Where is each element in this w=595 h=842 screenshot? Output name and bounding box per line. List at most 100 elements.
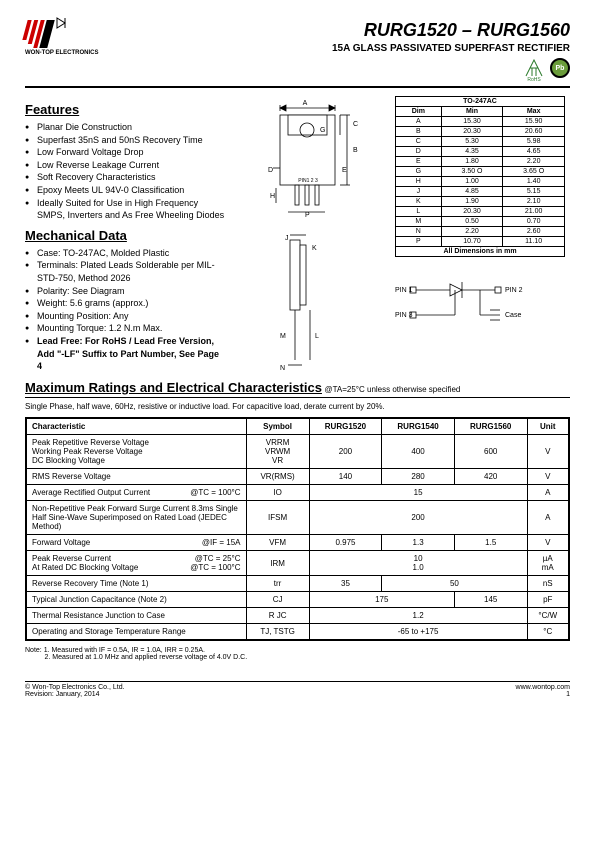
dim-row: C5.305.98 [396,137,565,147]
dim-row: E1.802.20 [396,157,565,167]
feature-item: Superfast 35nS and 50nS Recovery Time [25,134,225,147]
mechanical-item: Terminals: Plated Leads Solderable per M… [25,259,225,284]
spec-header: Unit [527,418,569,435]
note-1: 1. Measured with IF = 0.5A, IR = 1.0A, I… [44,647,205,654]
mechanical-item: Mounting Position: Any [25,310,225,323]
package-drawing-column: A PIN1 2 3 B C D E G H P J [235,96,385,380]
spec-row: Reverse Recovery Time (Note 1)trr3550nS [26,576,569,592]
svg-text:H: H [270,193,275,200]
dim-row: N2.202.60 [396,227,565,237]
svg-text:B: B [353,147,358,154]
footer-left: © Won-Top Electronics Co., Ltd. Revision… [25,684,125,698]
spec-header: RURG1520 [309,418,382,435]
feature-item: Epoxy Meets UL 94V-0 Classification [25,184,225,197]
features-list: Planar Die ConstructionSuperfast 35nS an… [25,121,225,222]
table-notes: Note: 1. Measured with IF = 0.5A, IR = 1… [25,647,570,661]
dim-header: Min [441,107,503,117]
pb-free-icon: Pb [550,58,570,78]
page-footer: © Won-Top Electronics Co., Ltd. Revision… [25,681,570,698]
spec-row: Forward Voltage@IF = 15AVFM0.9751.31.5V [26,535,569,551]
leadfree-note: Lead Free: For RoHS / Lead Free Version,… [25,335,225,373]
case-label: Case [505,312,521,319]
feature-item: Low Forward Voltage Drop [25,146,225,159]
right-column: TO-247AC DimMinMax A15.3015.90B20.3020.6… [395,96,565,380]
svg-text:M: M [280,333,286,340]
spec-row: Peak Reverse Current At Rated DC Blockin… [26,551,569,576]
revision: Revision: January, 2014 [25,691,125,698]
specs-note: Single Phase, half wave, 60Hz, resistive… [25,402,570,411]
mechanical-list: Case: TO-247AC, Molded PlasticTerminals:… [25,247,225,373]
spec-row: Thermal Resistance Junction to CaseR JC1… [26,608,569,624]
svg-text:RoHS: RoHS [527,77,541,82]
copyright: © Won-Top Electronics Co., Ltd. [25,684,125,691]
compliance-badges: RoHS Pb [332,58,570,82]
note-2: 2. Measured at 1.0 MHz and applied rever… [44,654,247,661]
svg-text:L: L [315,333,319,340]
dim-row: P10.7011.10 [396,237,565,247]
package-type-header: TO-247AC [396,97,565,107]
logo-area: WON-TOP ELECTRONICS [25,20,98,56]
rohs-icon: RoHS [522,58,546,82]
dim-row: H1.001.40 [396,177,565,187]
page-number: 1 [516,691,570,698]
feature-item: Low Reverse Leakage Current [25,159,225,172]
svg-text:N: N [280,365,285,372]
footer-right: www.wontop.com 1 [516,684,570,698]
features-title: Features [25,102,225,117]
pin1-label: PIN 1 [395,287,413,294]
specs-table: CharacteristicSymbolRURG1520RURG1540RURG… [25,417,570,641]
dim-row: J4.855.15 [396,187,565,197]
dim-row: M0.500.70 [396,217,565,227]
dim-row: D4.354.65 [396,147,565,157]
mechanical-item: Weight: 5.6 grams (approx.) [25,297,225,310]
package-outline-drawing: A PIN1 2 3 B C D E G H P J [240,100,380,380]
spec-row: Average Rectified Output Current@TC = 10… [26,485,569,501]
company-logo [25,20,69,48]
svg-text:K: K [312,245,317,252]
svg-text:PIN1 2 3: PIN1 2 3 [298,178,318,184]
dim-row: L20.3021.00 [396,207,565,217]
spec-row: RMS Reverse VoltageVR(RMS)140280420V [26,469,569,485]
spec-row: Non-Repetitive Peak Forward Surge Curren… [26,501,569,535]
spec-header: RURG1560 [454,418,527,435]
svg-text:G: G [320,127,325,134]
mechanical-title: Mechanical Data [25,228,225,243]
mechanical-item: Case: TO-247AC, Molded Plastic [25,247,225,260]
feature-item: Planar Die Construction [25,121,225,134]
dimensions-table: TO-247AC DimMinMax A15.3015.90B20.3020.6… [395,96,565,247]
dim-row: A15.3015.90 [396,117,565,127]
pin3-label: PIN 3 [395,312,413,319]
spec-row: Peak Repetitive Reverse Voltage Working … [26,435,569,469]
svg-text:A: A [303,100,308,107]
dim-header: Dim [396,107,442,117]
company-name: WON-TOP ELECTRONICS [25,50,98,56]
svg-text:D: D [268,167,273,174]
left-column: Features Planar Die ConstructionSuperfas… [25,96,225,380]
dim-row: G3.50 O3.65 O [396,167,565,177]
footer-url: www.wontop.com [516,684,570,691]
spec-header: Symbol [246,418,309,435]
diode-icon [55,16,71,32]
pin2-label: PIN 2 [505,287,523,294]
svg-text:C: C [353,121,358,128]
feature-item: Ideally Suited for Use in High Frequency… [25,197,225,222]
main-content: Features Planar Die ConstructionSuperfas… [25,96,570,380]
mechanical-item: Mounting Torque: 1.2 N.m Max. [25,322,225,335]
product-subtitle: 15A GLASS PASSIVATED SUPERFAST RECTIFIER [332,43,570,54]
dim-row: K1.902.10 [396,197,565,207]
spec-header: Characteristic [26,418,246,435]
spec-header: RURG1540 [382,418,455,435]
feature-item: Soft Recovery Characteristics [25,171,225,184]
notes-label: Note: [25,647,42,654]
spec-row: Typical Junction Capacitance (Note 2)CJ1… [26,592,569,608]
svg-text:J: J [285,235,289,242]
header: WON-TOP ELECTRONICS RURG1520 – RURG1560 … [25,20,570,88]
pin-diagram: PIN 1 PIN 2 PIN 3 Case [395,277,555,337]
title-area: RURG1520 – RURG1560 15A GLASS PASSIVATED… [332,20,570,82]
spec-row: Operating and Storage Temperature RangeT… [26,624,569,641]
dim-row: B20.3020.60 [396,127,565,137]
dimensions-note: All Dimensions in mm [395,247,565,257]
svg-text:P: P [305,212,310,219]
part-number-title: RURG1520 – RURG1560 [332,20,570,41]
mechanical-item: Polarity: See Diagram [25,285,225,298]
